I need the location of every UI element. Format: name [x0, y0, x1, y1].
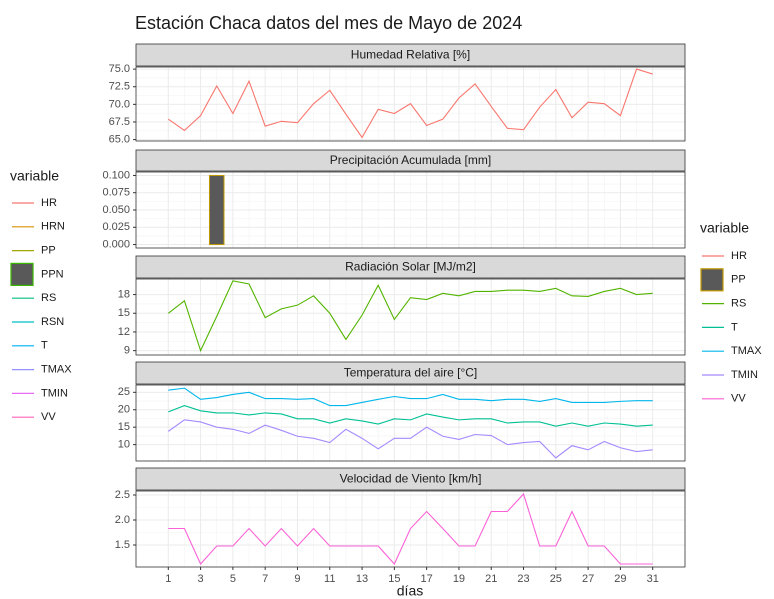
strip [135, 149, 686, 172]
y-tick-label: 75.0 [109, 63, 130, 75]
legend-label: VV [731, 393, 746, 405]
panel-title: Humedad Relativa [%] [351, 48, 470, 62]
strip [135, 467, 686, 491]
legend-key [700, 268, 724, 292]
legend-label: HRN [41, 221, 65, 233]
legend-label: HR [731, 250, 747, 262]
panel-title: Radiación Solar [MJ/m2] [345, 260, 476, 274]
legend-key [10, 262, 34, 286]
strip [135, 255, 686, 279]
y-tick-label: 0.050 [102, 204, 130, 216]
y-tick-label: 15 [118, 307, 130, 319]
legend-label: T [41, 340, 48, 352]
chart-title: Estación Chaca datos del mes de Mayo de … [135, 13, 522, 33]
legend-label: PPN [41, 268, 64, 280]
legend-label: RSN [41, 316, 64, 328]
x-tick-label: 1 [165, 573, 171, 585]
bar [208, 174, 225, 246]
legend-label: VV [41, 411, 56, 423]
y-tick-label: 70.0 [109, 98, 130, 110]
legend-label: TMIN [731, 369, 758, 381]
x-axis-label: días [397, 583, 423, 599]
panel-border [135, 384, 686, 462]
x-tick-label: 25 [550, 573, 562, 585]
x-tick-label: 29 [614, 573, 626, 585]
x-tick-label: 11 [324, 573, 335, 585]
legend-label: PP [41, 245, 56, 257]
line [168, 492, 653, 565]
line [168, 404, 653, 427]
y-tick-label: 72.5 [109, 81, 130, 93]
y-tick-label: 0.000 [102, 238, 130, 250]
x-tick-label: 3 [198, 573, 204, 585]
panel-title: Velocidad de Viento [km/h] [340, 472, 482, 486]
x-tick-label: 31 [647, 573, 659, 585]
y-tick-label: 20 [118, 404, 130, 416]
x-tick-label: 27 [582, 573, 594, 585]
y-tick-label: 18 [118, 288, 130, 300]
x-tick-label: 7 [262, 573, 268, 585]
legend-label: TMAX [731, 345, 762, 357]
line [167, 68, 653, 139]
legend-label: RS [731, 298, 746, 310]
panel-border [135, 66, 686, 142]
y-tick-label: 25 [118, 386, 130, 398]
panel-border [135, 171, 686, 249]
y-tick-label: 15 [118, 421, 130, 433]
legend-label: T [731, 321, 738, 333]
y-tick-label: 12 [118, 326, 130, 338]
x-tick-label: 5 [230, 573, 236, 585]
x-tick-label: 23 [517, 573, 529, 585]
y-tick-label: 0.100 [102, 169, 130, 181]
panel-border [135, 278, 686, 356]
legend-title: variable [700, 220, 749, 236]
y-tick-label: 1.5 [115, 539, 130, 551]
x-tick-label: 9 [294, 573, 300, 585]
x-tick-label: 17 [421, 573, 433, 585]
legend-title: variable [10, 168, 59, 184]
y-tick-label: 2.5 [115, 489, 130, 501]
y-tick-label: 9 [124, 345, 130, 357]
strip [135, 43, 686, 67]
y-tick-label: 10 [118, 439, 130, 451]
panel-border [135, 490, 686, 568]
x-tick-label: 15 [388, 573, 400, 585]
x-tick-label: 13 [356, 573, 368, 585]
legend-label: TMAX [41, 364, 72, 376]
panel-title: Temperatura del aire [°C] [344, 366, 478, 380]
x-tick-label: 21 [485, 573, 497, 585]
strip [135, 361, 686, 385]
line [167, 419, 653, 459]
legend-label: PP [731, 274, 746, 286]
x-tick-label: 19 [453, 573, 465, 585]
panel-title: Precipitación Acumulada [mm] [330, 153, 491, 167]
y-tick-label: 0.075 [102, 187, 130, 199]
y-tick-label: 2.0 [115, 514, 130, 526]
legend-label: RS [41, 292, 56, 304]
y-tick-label: 0.025 [102, 221, 130, 233]
y-tick-label: 65.0 [109, 133, 130, 145]
line [167, 280, 653, 353]
legend-label: TMIN [41, 387, 68, 399]
line [168, 387, 653, 407]
y-tick-label: 67.5 [109, 116, 130, 128]
legend-label: HR [41, 197, 57, 209]
